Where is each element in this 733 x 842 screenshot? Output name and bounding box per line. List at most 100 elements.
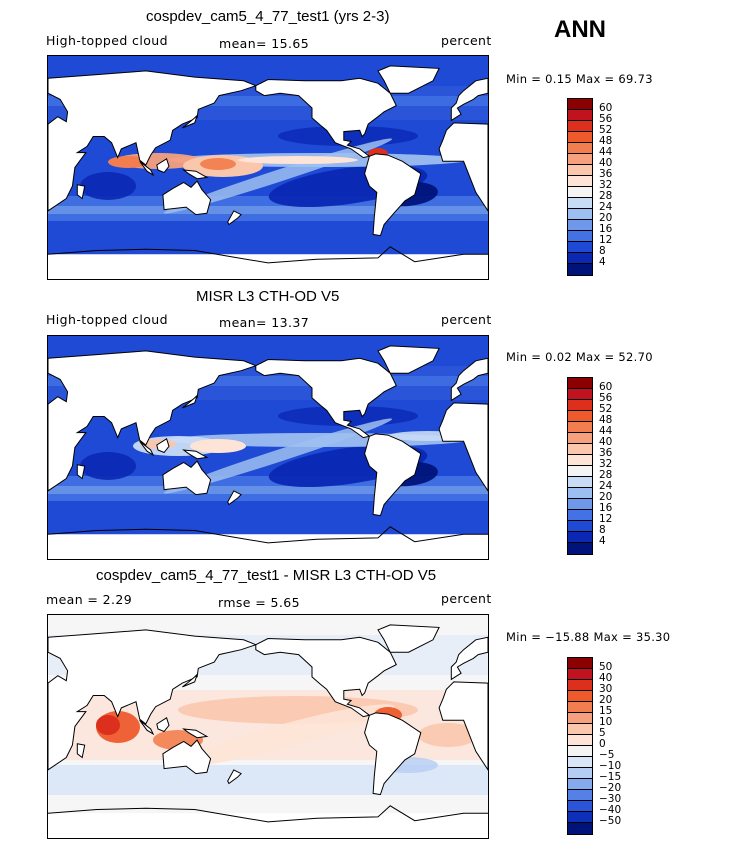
colorbar-swatch [568, 477, 592, 488]
land-borneo [156, 158, 170, 174]
colorbar-tick-label: 15 [599, 705, 613, 717]
colorbar-swatch [568, 488, 592, 499]
colorbar-swatch [568, 444, 592, 455]
colorbar-swatch [568, 187, 592, 198]
colorbar-tick-label: 60 [599, 102, 613, 114]
colorbar-tick-label: 48 [599, 135, 613, 147]
colorbar-swatch [568, 400, 592, 411]
colorbar-tick-label: 52 [599, 124, 613, 136]
land-antarctica [48, 254, 488, 279]
panel-3-colorbar [567, 657, 593, 835]
panel-1-map [47, 55, 489, 280]
land-antarctica [48, 534, 488, 559]
land-japan [182, 674, 198, 688]
colorbar-swatch [568, 242, 592, 253]
colorbar-swatch [568, 713, 592, 724]
colorbar-swatch [568, 466, 592, 477]
land-newGuinea [181, 449, 209, 460]
land-antarctica [48, 813, 488, 838]
land-africaWest [438, 122, 488, 212]
colorbar-tick-label: −40 [599, 804, 622, 816]
land-sumatra [139, 440, 155, 457]
land-newGuinea [181, 728, 209, 739]
colorbar-swatch [568, 499, 592, 510]
land-sumatra [139, 719, 155, 736]
panel-2-mean-label: mean= 13.37 [219, 315, 310, 330]
season-label: ANN [554, 16, 606, 43]
colorbar-swatch [568, 669, 592, 680]
land-northAmerica [255, 77, 397, 159]
panel-2-title: MISR L3 CTH-OD V5 [196, 288, 340, 305]
colorbar-swatch [568, 433, 592, 444]
colorbar-swatch [568, 801, 592, 812]
colorbar-swatch [568, 724, 592, 735]
colorbar-tick-label: 24 [599, 480, 613, 492]
colorbar-tick-label: 10 [599, 716, 613, 728]
colorbar-tick-label: 48 [599, 414, 613, 426]
colorbar-swatch [568, 779, 592, 790]
colorbar-swatch [568, 691, 592, 702]
colorbar-swatch [568, 521, 592, 532]
colorbar-swatch [568, 455, 592, 466]
colorbar-tick-label: 32 [599, 179, 613, 191]
colorbar-swatch [568, 790, 592, 801]
colorbar-swatch [568, 746, 592, 757]
colorbar-tick-label: 36 [599, 168, 613, 180]
colorbar-tick-label: 16 [599, 223, 613, 235]
colorbar-swatch [568, 165, 592, 176]
colorbar-tick-label: 28 [599, 469, 613, 481]
colorbar-tick-label: 32 [599, 458, 613, 470]
colorbar-tick-label: 28 [599, 190, 613, 202]
land-greenland [377, 65, 440, 94]
colorbar-tick-label: 40 [599, 436, 613, 448]
colorbar-swatch [568, 680, 592, 691]
colorbar-tick-label: 8 [599, 245, 606, 257]
panel-3-rmse-label: rmse = 5.65 [218, 595, 300, 610]
colorbar-swatch [568, 143, 592, 154]
colorbar-tick-label: 20 [599, 212, 613, 224]
colorbar-swatch [568, 231, 592, 242]
panel-2-units-label: percent [441, 312, 492, 327]
land-australia [162, 739, 212, 775]
colorbar-swatch [568, 658, 592, 669]
colorbar-tick-label: 56 [599, 392, 613, 404]
colorbar-swatch [568, 411, 592, 422]
land-northAmerica [255, 636, 397, 718]
land-southAmerica [364, 433, 422, 517]
colorbar-swatch [568, 209, 592, 220]
land-europeWest [450, 357, 488, 402]
colorbar-swatch [568, 532, 592, 543]
land-madagascar [76, 184, 86, 200]
colorbar-swatch [568, 220, 592, 231]
panel-2-map [47, 335, 489, 560]
panel-2-minmax: Min = 0.02 Max = 52.70 [506, 350, 653, 364]
land-eurasiaAfrica [48, 70, 258, 212]
colorbar-swatch [568, 543, 592, 554]
panel-1-units-label: percent [441, 33, 492, 48]
colorbar-swatch [568, 757, 592, 768]
land-borneo [156, 717, 170, 733]
land-madagascar [76, 743, 86, 759]
land-southAmerica [364, 153, 422, 237]
land-nz [227, 490, 242, 506]
panel-3-map [47, 614, 489, 839]
colorbar-tick-label: 16 [599, 502, 613, 514]
colorbar-swatch [568, 702, 592, 713]
land-newGuinea [181, 169, 209, 180]
colorbar-tick-label: 12 [599, 234, 613, 246]
colorbar-swatch [568, 735, 592, 746]
panel-3-minmax: Min = −15.88 Max = 35.30 [506, 630, 671, 644]
land-borneo [156, 438, 170, 454]
land-nz [227, 210, 242, 226]
land-eurasiaAfrica [48, 629, 258, 771]
colorbar-tick-label: 4 [599, 535, 606, 547]
colorbar-swatch [568, 176, 592, 187]
land-greenland [377, 624, 440, 653]
panel-1-variable-label: High-topped cloud [46, 33, 168, 48]
colorbar-swatch [568, 154, 592, 165]
colorbar-swatch [568, 121, 592, 132]
colorbar-tick-label: 20 [599, 491, 613, 503]
panel-1-colorbar [567, 98, 593, 276]
colorbar-tick-label: 30 [599, 683, 613, 695]
colorbar-swatch [568, 812, 592, 823]
